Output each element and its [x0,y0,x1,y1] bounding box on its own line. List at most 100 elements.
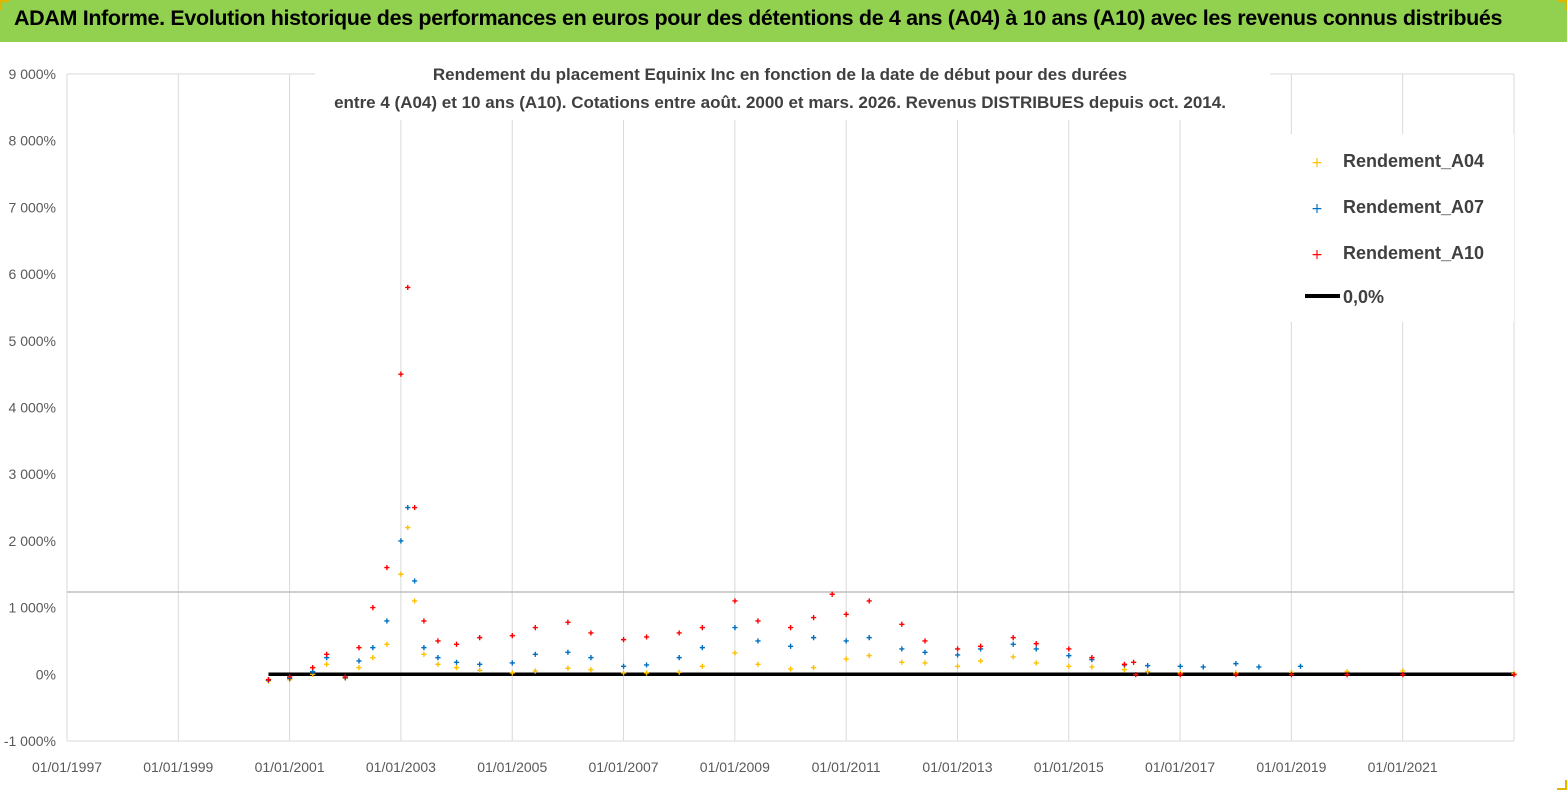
series-a04 [265,524,1517,684]
x-axis-ticks: 01/01/1997 01/01/1999 01/01/2001 01/01/2003… [32,759,1438,775]
y-tick-label: 0% [36,666,56,682]
marker-a04 [787,666,794,672]
marker-a07 [643,662,650,668]
marker-a10 [565,619,571,625]
marker-a04 [676,669,682,675]
marker-a07 [370,645,376,651]
x-tick-label: 01/01/1997 [32,759,102,775]
y-tick-label: -1 000% [4,733,56,749]
marker-a10 [384,564,390,571]
legend-label-a04: Rendement_A04 [1343,151,1484,171]
marker-a10 [866,598,872,604]
marker-a10 [435,638,441,644]
marker-a07 [810,635,817,641]
legend-marker-a07: + [1311,201,1323,217]
chart-title-background [315,60,1270,120]
marker-a04 [384,641,390,647]
marker-a10 [787,625,794,631]
marker-a07 [421,645,427,651]
marker-a10 [1131,659,1137,665]
y-tick-label: 5 000% [9,333,56,349]
marker-a07 [1256,664,1262,670]
marker-a04 [1089,664,1095,670]
x-tick-label: 01/01/2021 [1368,759,1438,775]
marker-a10 [1010,635,1016,641]
marker-a10 [477,635,483,641]
marker-a10 [509,633,515,639]
chart-title-line-1: Rendement du placement Equinix Inc en fo… [433,65,1127,84]
header-banner: ADAM Informe. Evolution historique des p… [0,0,1567,42]
marker-a04 [899,659,905,665]
marker-a10 [843,611,849,617]
y-tick-label: 6 000% [9,266,56,282]
marker-a10 [370,605,376,611]
marker-a07 [922,649,928,655]
marker-a07 [755,638,761,644]
y-tick-label: 7 000% [9,199,56,215]
marker-a10 [829,591,835,597]
corner-mark-top-right [1557,0,1567,10]
marker-a10 [405,284,411,291]
marker-a04 [866,653,872,659]
marker-a07 [1233,661,1239,667]
x-tick-label: 01/01/2001 [255,759,325,775]
marker-a07 [356,658,362,664]
marker-a07 [588,655,594,661]
marker-a10 [421,618,427,624]
marker-a04 [412,598,418,604]
marker-a07 [398,538,404,544]
marker-a04 [1121,667,1128,673]
corner-mark-bottom-right [1557,780,1567,790]
marker-a10 [588,630,594,636]
marker-a10 [955,646,961,652]
marker-a04 [1033,660,1039,666]
marker-a10 [732,598,738,604]
marker-a10 [356,645,362,651]
x-tick-label: 01/01/2017 [1145,759,1215,775]
marker-a04 [421,651,427,657]
marker-a07 [1200,664,1206,670]
marker-a10 [699,625,705,631]
marker-a04 [955,663,961,669]
marker-a07 [412,578,418,584]
marker-a04 [699,663,705,669]
marker-a07 [699,645,705,651]
marker-a10 [287,674,293,680]
marker-a07 [565,649,571,655]
legend-label-a07: Rendement_A07 [1343,197,1484,217]
x-tick-label: 01/01/2009 [700,759,770,775]
marker-a07 [899,646,905,652]
y-tick-label: 2 000% [9,533,56,549]
marker-a07 [384,618,390,624]
marker-a07 [477,661,483,667]
y-tick-label: 4 000% [9,400,56,416]
marker-a10 [978,643,984,649]
marker-a10 [922,638,928,644]
marker-a10 [643,634,650,640]
marker-a10 [412,504,418,511]
x-tick-label: 01/01/2015 [1034,759,1104,775]
marker-a04 [324,661,330,667]
marker-a04 [732,650,738,656]
y-tick-label: 9 000% [9,66,56,82]
marker-a07 [1177,663,1183,669]
marker-a07 [620,663,627,669]
marker-a07 [866,635,872,641]
legend-background [1282,134,1514,322]
marker-a04 [565,665,571,671]
marker-a07 [1297,663,1304,669]
marker-a10 [1177,672,1183,678]
marker-a07 [453,659,460,665]
marker-a04 [588,667,594,673]
y-axis-ticks: -1 000% 0% 1 000% 2 000% 3 000% 4 000% 5 000% 6… [4,66,56,749]
marker-a10 [1400,672,1406,678]
marker-a04 [477,667,483,673]
series-a07 [265,504,1304,683]
x-tick-label: 01/01/2007 [588,759,658,775]
marker-a10 [620,637,627,643]
marker-a10 [1121,661,1128,667]
marker-a10 [1344,672,1350,678]
marker-a07 [435,655,441,661]
marker-a10 [676,630,682,636]
marker-a04 [978,658,984,664]
